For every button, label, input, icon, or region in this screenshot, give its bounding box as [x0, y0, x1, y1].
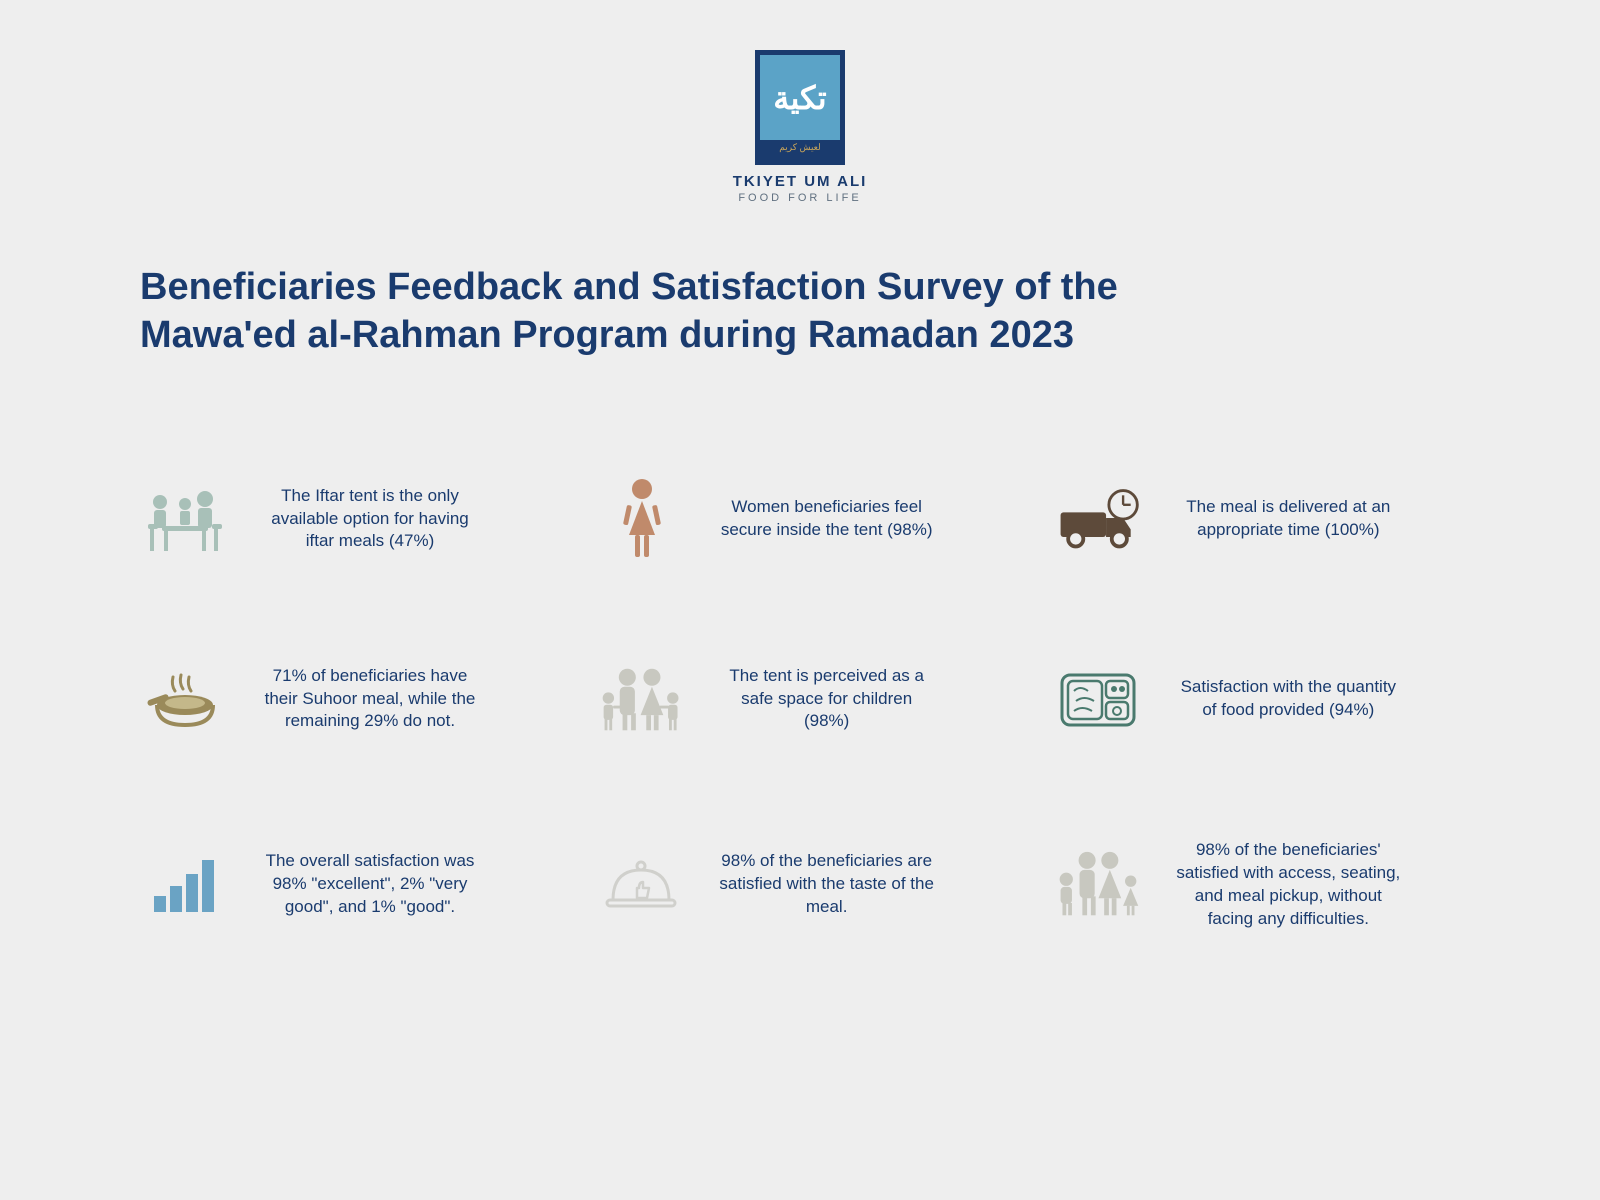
meal-bowl-icon	[140, 659, 230, 739]
logo-tagline: FOOD FOR LIFE	[700, 192, 900, 204]
logo-name: TKIYET UM ALI	[700, 173, 900, 190]
bar-chart-icon	[140, 845, 230, 925]
stat-women-secure: Women beneficiaries feel secure inside t…	[597, 479, 1004, 559]
stat-children-safe: The tent is perceived as a safe space fo…	[597, 659, 1004, 739]
truck-clock-icon	[1053, 479, 1143, 559]
family-group-icon	[1053, 845, 1143, 925]
stat-quantity: Satisfaction with the quantity of food p…	[1053, 659, 1460, 739]
stat-text: The meal is delivered at an appropriate …	[1173, 496, 1403, 542]
stat-overall: The overall satisfaction was 98% "excell…	[140, 839, 547, 931]
woman-icon	[597, 479, 687, 559]
logo-strip: لعيش كريم	[760, 140, 840, 155]
stat-iftar-tent: The Iftar tent is the only available opt…	[140, 479, 547, 559]
stat-text: Satisfaction with the quantity of food p…	[1173, 676, 1403, 722]
stat-suhoor: 71% of beneficiaries have their Suhoor m…	[140, 659, 547, 739]
family-icon	[597, 659, 687, 739]
logo: تكية لعيش كريم TKIYET UM ALI FOOD FOR LI…	[700, 50, 900, 204]
stat-access: 98% of the beneficiaries' satisfied with…	[1053, 839, 1460, 931]
stat-text: 98% of the beneficiaries are satisfied w…	[717, 850, 937, 919]
stat-text: The overall satisfaction was 98% "excell…	[260, 850, 480, 919]
stat-text: 71% of beneficiaries have their Suhoor m…	[260, 665, 480, 734]
stat-text: The tent is perceived as a safe space fo…	[717, 665, 937, 734]
stat-delivery-time: The meal is delivered at an appropriate …	[1053, 479, 1460, 559]
stat-taste: 98% of the beneficiaries are satisfied w…	[597, 839, 1004, 931]
infographic-page: تكية لعيش كريم TKIYET UM ALI FOOD FOR LI…	[0, 0, 1600, 1200]
stat-text: 98% of the beneficiaries' satisfied with…	[1173, 839, 1403, 931]
food-tray-icon	[1053, 659, 1143, 739]
stat-text: The Iftar tent is the only available opt…	[260, 485, 480, 554]
cloche-thumb-icon	[597, 845, 687, 925]
logo-square: تكية لعيش كريم	[755, 50, 845, 165]
page-title: Beneficiaries Feedback and Satisfaction …	[140, 264, 1240, 359]
stat-text: Women beneficiaries feel secure inside t…	[717, 496, 937, 542]
logo-calligraphy: تكية	[760, 55, 840, 140]
stats-grid: The Iftar tent is the only available opt…	[140, 479, 1460, 931]
table-people-icon	[140, 479, 230, 559]
